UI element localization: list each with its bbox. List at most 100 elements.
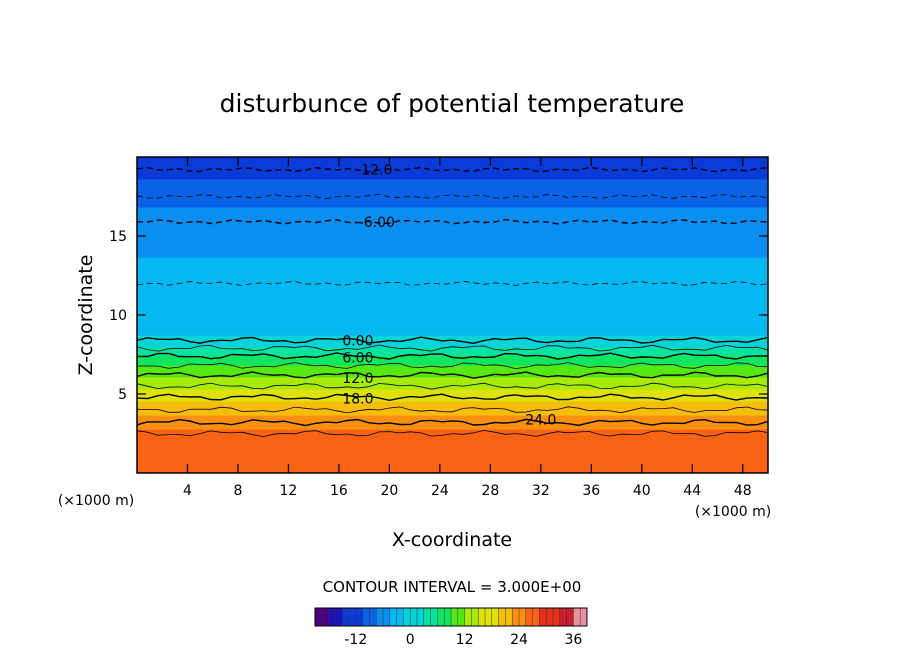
temperature-band [137, 467, 768, 470]
colorbar-segment [342, 608, 350, 626]
contour-label: 0.00 [342, 333, 373, 349]
y-tick-label: 15 [109, 229, 127, 245]
colorbar-segment [546, 608, 554, 626]
temperature-band [137, 211, 768, 214]
y-axis-label: Z-coordinate [75, 255, 97, 376]
contour-label: -12.0 [356, 163, 392, 179]
temperature-band [137, 223, 768, 226]
temperature-band [137, 413, 768, 416]
temperature-band [137, 165, 768, 168]
colorbar-segment [539, 608, 547, 626]
temperature-band [137, 197, 768, 200]
x-tick-labels: 4 8 12 16 20 24 28 32 36 40 44 48 [183, 483, 752, 499]
temperature-band [137, 311, 768, 314]
temperature-band [137, 193, 768, 196]
y-unit-label: (×1000 m) [58, 493, 134, 509]
temperature-band [137, 283, 768, 286]
temperature-band [137, 357, 768, 360]
contour-line [137, 393, 768, 402]
x-tick-label: 16 [330, 483, 348, 499]
colorbar-segment [471, 608, 479, 626]
temperature-band [137, 171, 768, 174]
temperature-band [137, 299, 768, 302]
temperature-band [137, 175, 768, 178]
colorbar-segment [335, 608, 343, 626]
temperature-band [137, 331, 768, 334]
temperature-band [137, 401, 768, 404]
colorbar-segment [444, 608, 452, 626]
temperature-band [137, 313, 768, 316]
temperature-band [137, 297, 768, 300]
colorbar-segment [478, 608, 486, 626]
x-tick-label: 24 [431, 483, 449, 499]
temperature-band [137, 329, 768, 332]
contour-line [137, 280, 768, 286]
temperature-band [137, 195, 768, 198]
temperature-band [137, 267, 768, 270]
temperature-band [137, 429, 768, 432]
temperature-band [137, 169, 768, 172]
temperature-band [137, 435, 768, 438]
temperature-band [137, 293, 768, 296]
contour-label: 6.00 [342, 351, 373, 367]
temperature-band [137, 421, 768, 424]
temperature-band [137, 209, 768, 212]
temperature-band [137, 291, 768, 294]
temperature-band [137, 441, 768, 444]
temperature-band [137, 247, 768, 250]
temperature-band [137, 253, 768, 256]
contour-line [137, 166, 768, 173]
x-tick-label: 4 [183, 483, 192, 499]
colorbar-tick-label: 36 [564, 632, 582, 648]
temperature-band [137, 235, 768, 238]
contour-labels: -12.0 -6.00 0.00 6.00 12.0 18.0 24.0 [342, 163, 556, 429]
x-tick-label: 44 [683, 483, 701, 499]
temperature-band [137, 383, 768, 386]
temperature-band [137, 309, 768, 312]
temperature-band [137, 321, 768, 324]
temperature-band [137, 275, 768, 278]
x-axis-label: X-coordinate [392, 529, 512, 551]
colorbar-segment [491, 608, 499, 626]
temperature-band [137, 459, 768, 462]
temperature-band [137, 233, 768, 236]
temperature-band [137, 433, 768, 436]
colorbar-segment [321, 608, 329, 626]
y-tick-labels: 5 10 15 [109, 229, 127, 403]
temperature-band [137, 255, 768, 258]
temperature-band [137, 443, 768, 446]
colorbar-segment [437, 608, 445, 626]
temperature-band [137, 389, 768, 392]
temperature-band [137, 273, 768, 276]
temperature-band [137, 377, 768, 380]
temperature-band [137, 279, 768, 282]
temperature-band [137, 167, 768, 170]
temperature-band [137, 285, 768, 288]
temperature-band [137, 159, 768, 162]
temperature-band [137, 423, 768, 426]
temperature-band [137, 375, 768, 378]
colorbar-segment [417, 608, 425, 626]
temperature-band [137, 359, 768, 362]
temperature-band [137, 453, 768, 456]
temperature-band [137, 397, 768, 400]
colorbar-segment [355, 608, 363, 626]
temperature-band [137, 191, 768, 194]
contour-line [137, 371, 768, 379]
temperature-band [137, 325, 768, 328]
colorbar-segment [498, 608, 506, 626]
temperature-band [137, 257, 768, 260]
y-tick-label: 10 [109, 308, 127, 324]
temperature-band [137, 409, 768, 412]
plot-area: -12.0 -6.00 0.00 6.00 12.0 18.0 24.0 [136, 156, 769, 474]
colorbar-segment [328, 608, 336, 626]
colorbar-segment [376, 608, 384, 626]
colorbar-segment [457, 608, 465, 626]
temperature-band [137, 439, 768, 442]
contour-label: 24.0 [525, 412, 556, 428]
colorbar-segment [532, 608, 540, 626]
temperature-band [137, 261, 768, 264]
temperature-band [137, 355, 768, 358]
temperature-band [137, 205, 768, 208]
temperature-band [137, 185, 768, 188]
